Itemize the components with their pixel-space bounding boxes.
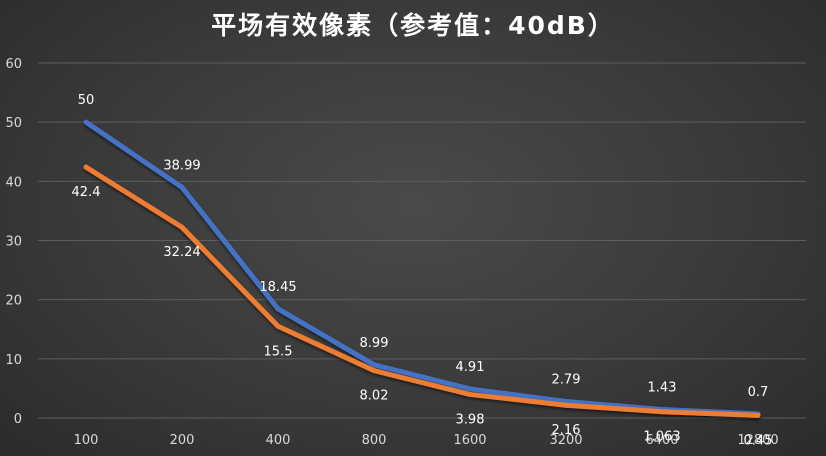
y-tick-label: 40 xyxy=(5,175,22,190)
x-tick-label: 6400 xyxy=(645,433,678,448)
x-tick-label: 3200 xyxy=(549,433,582,448)
data-label: 42.4 xyxy=(72,185,101,200)
data-point xyxy=(467,386,473,392)
data-point xyxy=(371,362,377,368)
chart-title: 平场有效像素（参考值：40dB） xyxy=(211,11,615,40)
data-point xyxy=(371,368,377,374)
series-line-2 xyxy=(83,164,761,418)
data-label: 2.16 xyxy=(552,423,581,438)
data-label: 3.98 xyxy=(456,412,485,427)
y-tick-label: 10 xyxy=(5,353,22,368)
data-point xyxy=(83,164,89,170)
x-tick-label: 800 xyxy=(362,433,387,448)
data-label: 8.02 xyxy=(360,389,389,404)
y-tick-label: 20 xyxy=(5,294,22,309)
x-tick-label: 200 xyxy=(170,433,195,448)
data-label: 1.063 xyxy=(643,430,680,445)
x-tick-label: 12800 xyxy=(737,433,778,448)
data-label: 0.45 xyxy=(744,433,773,448)
data-point xyxy=(179,224,185,230)
x-tick-label: 100 xyxy=(74,433,99,448)
data-label: 15.5 xyxy=(264,344,293,359)
data-label: 32.24 xyxy=(163,245,200,260)
data-label: 1.43 xyxy=(648,381,677,396)
data-label: 18.45 xyxy=(259,280,296,295)
data-point xyxy=(755,412,761,418)
x-tick-label: 1600 xyxy=(453,433,486,448)
y-tick-label: 50 xyxy=(5,116,22,131)
y-tick-label: 30 xyxy=(5,235,22,250)
y-tick-label: 0 xyxy=(14,412,22,427)
data-label: 0.7 xyxy=(748,385,769,400)
x-tick-label: 400 xyxy=(266,433,291,448)
data-label: 8.99 xyxy=(360,336,389,351)
data-point xyxy=(659,409,665,415)
y-tick-label: 60 xyxy=(5,57,22,72)
data-point xyxy=(563,402,569,408)
data-label: 38.99 xyxy=(163,158,200,173)
data-point xyxy=(275,306,281,312)
data-point xyxy=(275,323,281,329)
data-point xyxy=(467,391,473,397)
data-point xyxy=(179,184,185,190)
data-label: 2.79 xyxy=(552,372,581,387)
data-label: 50 xyxy=(78,93,95,108)
data-point xyxy=(83,119,89,125)
data-label: 4.91 xyxy=(456,360,485,375)
